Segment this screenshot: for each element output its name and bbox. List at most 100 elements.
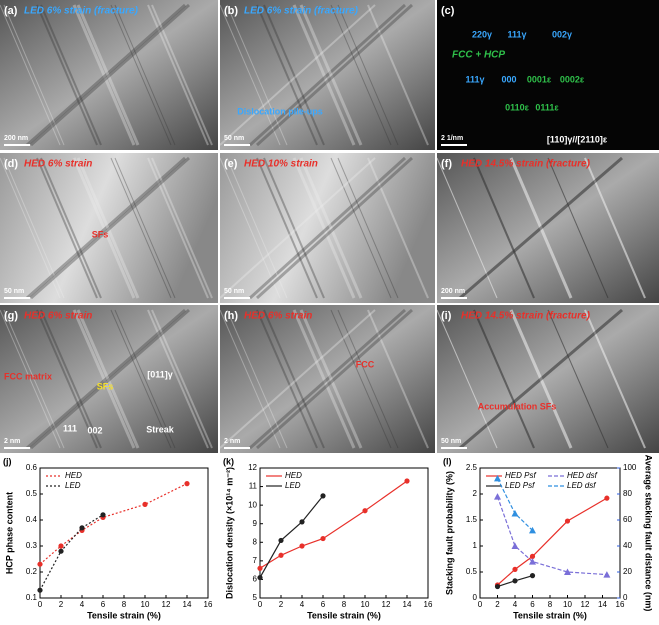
scale-label: 50 nm [224,288,244,295]
panel-title: FCC + HCP [452,50,505,61]
panel-label: (a) [4,5,18,17]
point [603,571,611,578]
legend-label: LED [65,481,81,490]
texture [249,308,406,450]
texture [26,308,186,450]
texture [292,157,356,299]
legend-label: HED dsf [567,471,598,480]
texture [459,156,623,300]
x-tick-label: 16 [616,600,625,609]
x-tick-label: 2 [495,600,500,609]
annotation: SFs [92,229,109,239]
texture [509,309,573,449]
x-tick-label: 8 [548,600,553,609]
point [362,508,368,514]
texture [299,4,363,146]
y2-tick-label: 60 [623,515,632,524]
series-line [39,514,104,591]
y-tick-label: 0.1 [26,593,38,602]
x-tick-label: 14 [403,600,412,609]
annotation: [011]γ [147,369,173,379]
point [58,548,64,554]
texture [509,157,573,299]
scale-label: 2 1/nm [441,135,463,142]
texture [72,309,136,449]
y-tick-label: 0.6 [26,463,38,472]
y-tick-label: 1 [473,541,478,550]
point [100,512,106,518]
texture [26,156,186,300]
texture [40,4,102,146]
texture [330,157,392,299]
x-tick-label: 0 [258,600,263,609]
y-tick-label: 6 [253,575,258,584]
point [511,542,519,549]
y2-tick-label: 0 [623,593,628,602]
series-line [259,495,324,578]
y-tick-label: 10 [248,500,257,509]
panel-label: (f) [441,158,452,170]
scale-label: 50 nm [224,135,244,142]
texture [547,309,609,449]
texture [584,309,646,449]
texture [219,309,376,449]
panel-title: HED 14.5% strain (fracture) [461,311,591,322]
texture [226,157,288,299]
legend-label: HED Psf [505,471,536,480]
x-tick-label: 6 [101,600,106,609]
texture [26,3,186,147]
annotation: FCC matrix [4,371,52,381]
texture [263,157,325,299]
micrograph [437,153,659,303]
x-tick-label: 8 [342,600,347,609]
texture [36,157,98,299]
x-axis-label: Tensile strain (%) [87,610,161,620]
texture [256,157,318,299]
x-tick-label: 10 [141,600,150,609]
legend-label: LED dsf [567,481,596,490]
y-tick-label: 0.4 [26,515,38,524]
texture [40,309,102,449]
panel-title: HED 6% strain [244,311,312,322]
texture [147,309,209,449]
panel-label: (l) [443,456,452,466]
x-tick-label: 2 [59,600,64,609]
y-tick-label: 0.3 [26,541,38,550]
y-tick-label: 0.5 [26,489,38,498]
micrograph [220,305,435,453]
texture [114,309,176,449]
texture [0,157,61,299]
x-tick-label: 4 [80,600,85,609]
panel-title: HED 6% strain [24,311,92,322]
texture [337,157,399,299]
panel-label: (j) [3,456,12,466]
point [529,553,536,560]
micrograph [0,0,218,150]
y-tick-label: 0.5 [466,567,478,576]
texture [147,4,209,146]
panel-label: (e) [224,158,238,170]
panel-title: HED 6% strain [24,159,92,170]
texture [509,157,573,299]
point [320,493,326,499]
texture [584,157,646,299]
annotation: 0111ε [535,102,559,112]
y2-axis-label: Average stacking fault distance (nm) [644,455,654,612]
x-tick-label: 12 [162,600,171,609]
texture [76,4,140,146]
texture [255,156,414,300]
texture [256,309,318,449]
x-tick-label: 12 [382,600,391,609]
texture [547,157,609,299]
x-tick-label: 6 [321,600,326,609]
y2-tick-label: 100 [623,463,637,472]
y-tick-label: 8 [253,537,258,546]
texture [337,4,399,146]
annotation: Accumulation SFs [478,401,557,411]
micrograph [0,153,218,303]
y-axis-label: HCP phase content [4,492,14,574]
panel-title: LED 6% strain (fracture) [244,6,359,17]
texture [151,157,213,299]
scale-label: 2 nm [224,438,240,445]
